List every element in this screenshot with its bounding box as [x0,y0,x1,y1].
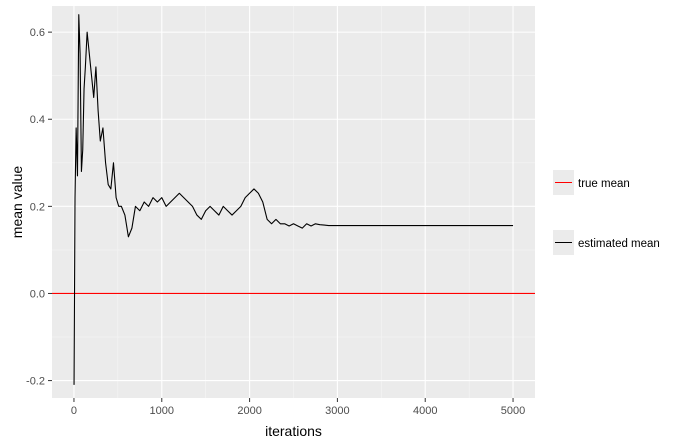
x-axis-title: iterations [265,423,322,439]
x-axis-ticks: 0 1000 2000 3000 4000 5000 [71,398,525,417]
legend-item-estimated-mean: estimated mean [553,230,660,255]
legend: true mean estimated mean [553,170,660,255]
x-tick-label: 2000 [237,405,261,417]
x-tick-label: 3000 [325,405,349,417]
y-tick-label: 0.2 [30,201,45,213]
x-tick-label: 5000 [501,405,525,417]
legend-label-estimated-mean: estimated mean [578,238,660,250]
x-tick-label: 1000 [150,405,174,417]
y-tick-label: 0.0 [30,288,45,300]
x-tick-label: 0 [71,405,77,417]
x-tick-label: 4000 [413,405,437,417]
y-tick-label: 0.6 [30,27,45,39]
legend-label-true-mean: true mean [578,178,630,190]
y-tick-label: 0.4 [30,114,45,126]
series-line-estimated-mean [73,14,514,385]
legend-item-true-mean: true mean [553,170,630,195]
series-layer [52,14,535,385]
y-axis-ticks: -0.2 0.0 0.2 0.4 0.6 [26,27,52,388]
y-axis-title: mean value [9,166,25,239]
grid-minor [52,6,535,398]
y-tick-label: -0.2 [26,376,45,388]
